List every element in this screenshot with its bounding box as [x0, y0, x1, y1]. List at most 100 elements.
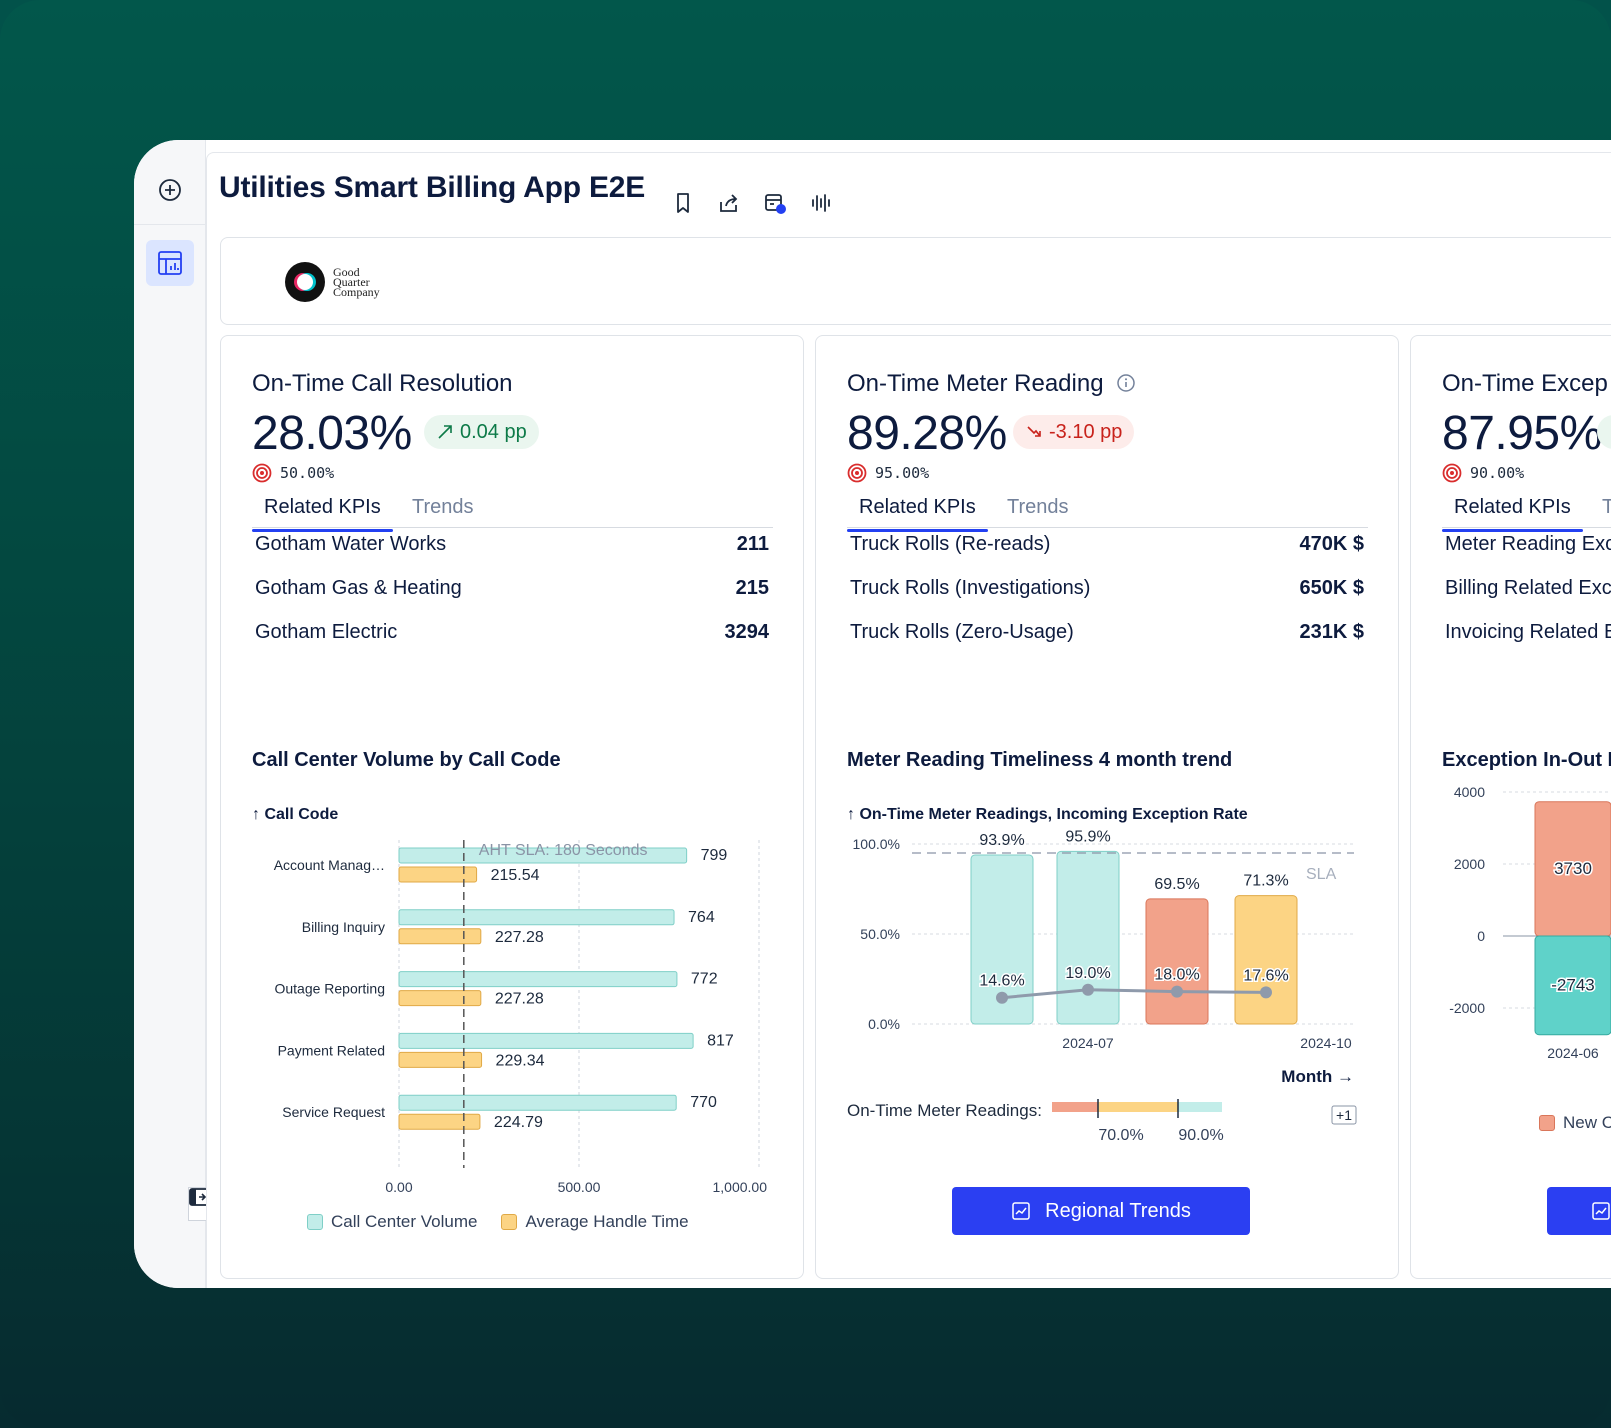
kpi-number: 211 — [736, 533, 769, 555]
kpi-row[interactable]: Gotham Electric 3294 — [255, 621, 769, 651]
bar-on-time-readings — [970, 854, 1034, 1025]
info-icon[interactable] — [1116, 373, 1136, 393]
chart-legend: Call Center Volume Average Handle Time — [307, 1212, 689, 1232]
x-tick-label: 1,000.00 — [713, 1179, 768, 1195]
y-category-label: Outage Reporting — [274, 981, 385, 997]
card-action-button[interactable] — [1547, 1187, 1611, 1235]
bar-handle-time — [398, 1113, 481, 1130]
kpi-label: Gotham Water Works — [255, 533, 447, 555]
y-tick-label: 4000 — [1454, 784, 1485, 800]
exception-rate-point — [1260, 986, 1272, 999]
trend-down-icon — [1027, 426, 1041, 437]
color-scale-band — [1052, 1102, 1098, 1112]
tab-trends[interactable]: Trends — [412, 496, 474, 518]
chart-title: Exception In-Out F — [1442, 749, 1611, 771]
exception-rate-point — [1171, 985, 1183, 998]
kpi-row[interactable]: Truck Rolls (Investigations) 650K $ — [850, 577, 1364, 607]
bar-data-label: 817 — [707, 1032, 734, 1049]
brand-banner: Good Quarter Company — [220, 237, 1611, 325]
kpi-row[interactable]: Invoicing Related E — [1445, 621, 1611, 651]
x-tick-label: 2024-07 — [1062, 1035, 1114, 1051]
target-value: 50.00% — [252, 463, 334, 483]
y-tick-label: 0.0% — [868, 1016, 900, 1032]
y-category-label: Account Manag… — [274, 857, 385, 873]
voice-wave-icon[interactable] — [809, 191, 833, 215]
target-icon — [1442, 463, 1462, 483]
sla-reference-label: SLA — [1306, 866, 1337, 883]
card-title: On-Time Meter Reading — [847, 370, 1136, 398]
bar-call-volume — [398, 1032, 694, 1049]
page-title: Utilities Smart Billing App E2E — [219, 171, 646, 204]
card-title: On-Time Excep — [1442, 370, 1608, 397]
main-content: Utilities Smart Billing App E2E Good Qua… — [206, 152, 1611, 1288]
legend-label: Call Center Volume — [331, 1212, 478, 1231]
kpi-row[interactable]: Meter Reading Exc — [1445, 533, 1611, 563]
legend-label: Average Handle Time — [525, 1212, 689, 1231]
target-icon — [252, 463, 272, 483]
bar-data-label: 215.54 — [491, 867, 540, 884]
bar-data-label: -2743 — [1551, 975, 1594, 994]
delta-badge: 0.04 pp — [424, 415, 539, 449]
chart-legend: New C — [1539, 1113, 1611, 1133]
chart-icon — [1592, 1202, 1610, 1220]
regional-trends-button[interactable]: Regional Trends — [952, 1187, 1250, 1235]
bookmark-icon[interactable] — [671, 191, 695, 215]
trend-up-icon — [438, 425, 452, 439]
exception-rate-point — [1082, 983, 1094, 996]
meter-timeliness-chart: 100.0% 50.0% 0.0% 93.9% 95.9% 69.5% 71.3% SLA 14… — [847, 828, 1357, 1144]
schedule-icon[interactable] — [763, 191, 787, 215]
app-window: Utilities Smart Billing App E2E Good Qua… — [134, 140, 1611, 1288]
tab-related-kpis[interactable]: Related KPIs — [252, 496, 393, 532]
bar-data-label: 69.5% — [1154, 876, 1199, 893]
kpi-label: Gotham Electric — [255, 621, 398, 643]
line-data-label: 14.6% — [979, 973, 1024, 990]
line-data-label: 19.0% — [1065, 965, 1110, 982]
kpi-value: 28.03% — [252, 407, 412, 460]
x-tick-label: 500.00 — [558, 1179, 601, 1195]
kpi-row[interactable]: Gotham Water Works 211 — [255, 533, 769, 563]
add-circle-icon[interactable] — [158, 178, 182, 202]
target-icon — [847, 463, 867, 483]
tab-trends[interactable]: Trends — [1007, 496, 1069, 518]
tab-related-kpis[interactable]: Related KPIs — [1442, 496, 1583, 532]
chart-axis-title: ↑ Call Code — [252, 806, 339, 823]
kpi-label: Gotham Gas & Heating — [255, 577, 462, 599]
dashboard-icon — [158, 251, 182, 275]
kpi-number: 650K $ — [1299, 577, 1365, 599]
kpi-card-call-resolution: On-Time Call Resolution 28.03% 0.04 pp 5… — [220, 335, 804, 1279]
kpi-row[interactable]: Truck Rolls (Zero-Usage) 231K $ — [850, 621, 1364, 651]
chart-axis-title: ↑ On-Time Meter Readings, Incoming Excep… — [847, 806, 1248, 823]
bar-data-label: 799 — [701, 847, 728, 864]
card-title: On-Time Call Resolution — [252, 370, 513, 397]
color-scale-threshold: 70.0% — [1098, 1127, 1143, 1144]
bar-data-label: 95.9% — [1065, 828, 1110, 845]
bar-data-label: 772 — [691, 971, 718, 988]
target-value: 95.00% — [847, 463, 929, 483]
color-scale-band — [1178, 1102, 1222, 1112]
delta-badge: -3.10 pp — [1013, 415, 1135, 449]
share-icon[interactable] — [717, 191, 741, 215]
kpi-number: 3294 — [724, 621, 770, 643]
y-tick-label: 2000 — [1454, 856, 1485, 872]
y-category-label: Billing Inquiry — [302, 919, 385, 935]
color-scale-threshold: 90.0% — [1178, 1127, 1223, 1144]
bar-data-label: 764 — [688, 909, 715, 926]
bar-data-label: 224.79 — [494, 1114, 543, 1131]
kpi-row[interactable]: Truck Rolls (Re-reads) 470K $ — [850, 533, 1364, 563]
tab-related-kpis[interactable]: Related KPIs — [847, 496, 988, 532]
x-axis-title: Month → — [1281, 1067, 1354, 1086]
delta-value: 0.04 pp — [460, 420, 527, 443]
dashboard-nav-button[interactable] — [146, 240, 194, 286]
kpi-label: Meter Reading Exc — [1445, 533, 1611, 555]
company-logo: Good Quarter Company — [283, 260, 380, 304]
x-tick-label: 0.00 — [385, 1179, 412, 1195]
kpi-row[interactable]: Gotham Gas & Heating 215 — [255, 577, 769, 607]
tab-trends[interactable]: T — [1590, 496, 1611, 529]
rail-divider — [134, 224, 206, 225]
kpi-row[interactable]: Billing Related Exc — [1445, 577, 1611, 607]
call-volume-chart: 0.00 500.00 1,000.00 Account Manag… 799 215.5… — [274, 840, 768, 1195]
logo-line-3: Company — [333, 285, 380, 299]
button-label: Regional Trends — [1045, 1199, 1191, 1222]
bar-handle-time — [398, 1051, 483, 1068]
